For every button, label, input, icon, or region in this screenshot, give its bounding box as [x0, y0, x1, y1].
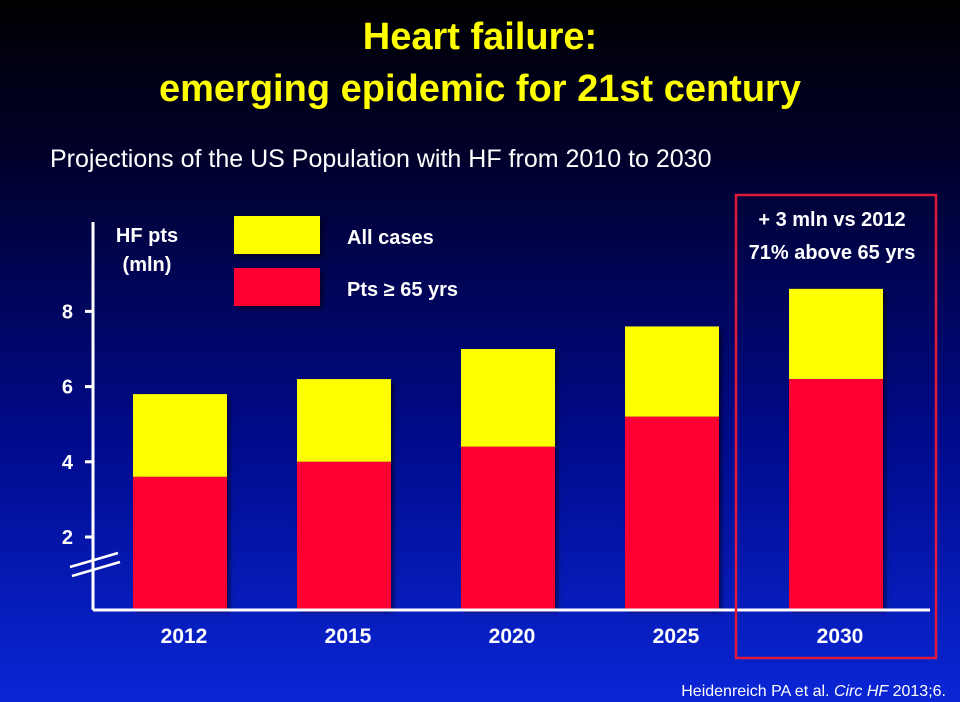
title-line-2: emerging epidemic for 21st century: [159, 68, 801, 110]
x-tick-label-2025: 2025: [653, 625, 700, 648]
citation: Heidenreich PA et al. Circ HF 2013;6.: [681, 682, 946, 702]
y-tick-label-2: 2: [62, 527, 73, 549]
bar-pts-65-2015: [297, 461, 391, 609]
x-tick-label-2030: 2030: [817, 625, 864, 648]
axis-break-mark-lower: [71, 560, 121, 578]
title-line-1: Heart failure:: [362, 16, 598, 58]
bar-all-cases-2020: [461, 349, 555, 447]
chart-subtitle: Projections of the US Population with HF…: [50, 145, 712, 173]
y-axis-label-line-1: HF pts: [116, 225, 178, 247]
annotation-group: + 3 mln vs 2012 71% above 65 yrs: [734, 193, 938, 660]
x-tick-label-2020: 2020: [489, 625, 536, 648]
annotation-line-2: 71% above 65 yrs: [749, 242, 916, 264]
legend-label-1: All cases: [347, 227, 434, 249]
bar-all-cases-2015: [297, 379, 391, 462]
y-tick-label-6: 6: [62, 377, 73, 399]
axis-break-mark-upper: [69, 551, 119, 569]
highlight-box-2030: [734, 193, 938, 660]
y-tick-label-4: 4: [62, 452, 74, 474]
bar-pts-65-2030: [789, 379, 883, 609]
bar-all-cases-2012: [133, 394, 227, 477]
x-tick-label-2012: 2012: [161, 625, 208, 648]
citation-authors: Heidenreich PA et al.: [681, 683, 830, 700]
citation-journal: Circ HF: [833, 683, 889, 700]
legend-group: All cases Pts ≥ 65 yrs: [234, 216, 458, 306]
x-tick-label-2015: 2015: [325, 625, 372, 648]
legend-label-2: Pts ≥ 65 yrs: [347, 279, 458, 301]
bar-all-cases-2025: [625, 326, 719, 417]
y-axis-label-line-2: (mln): [123, 254, 172, 276]
legend-swatch-2: [234, 268, 320, 306]
bar-pts-65-2020: [461, 446, 555, 609]
bars-group: [133, 288, 883, 609]
bar-all-cases-2030: [789, 288, 883, 380]
legend-swatch-1: [234, 216, 320, 254]
annotation-line-1: + 3 mln vs 2012: [758, 209, 905, 231]
y-tick-label-8: 8: [62, 301, 73, 323]
axes-group: 2012 2015 2020 2025 2030 2 4 6 8 HF pts (mln): [62, 222, 930, 648]
citation-ref: 2013;6.: [892, 683, 946, 700]
bar-pts-65-2025: [625, 416, 719, 609]
bar-pts-65-2012: [133, 476, 227, 609]
